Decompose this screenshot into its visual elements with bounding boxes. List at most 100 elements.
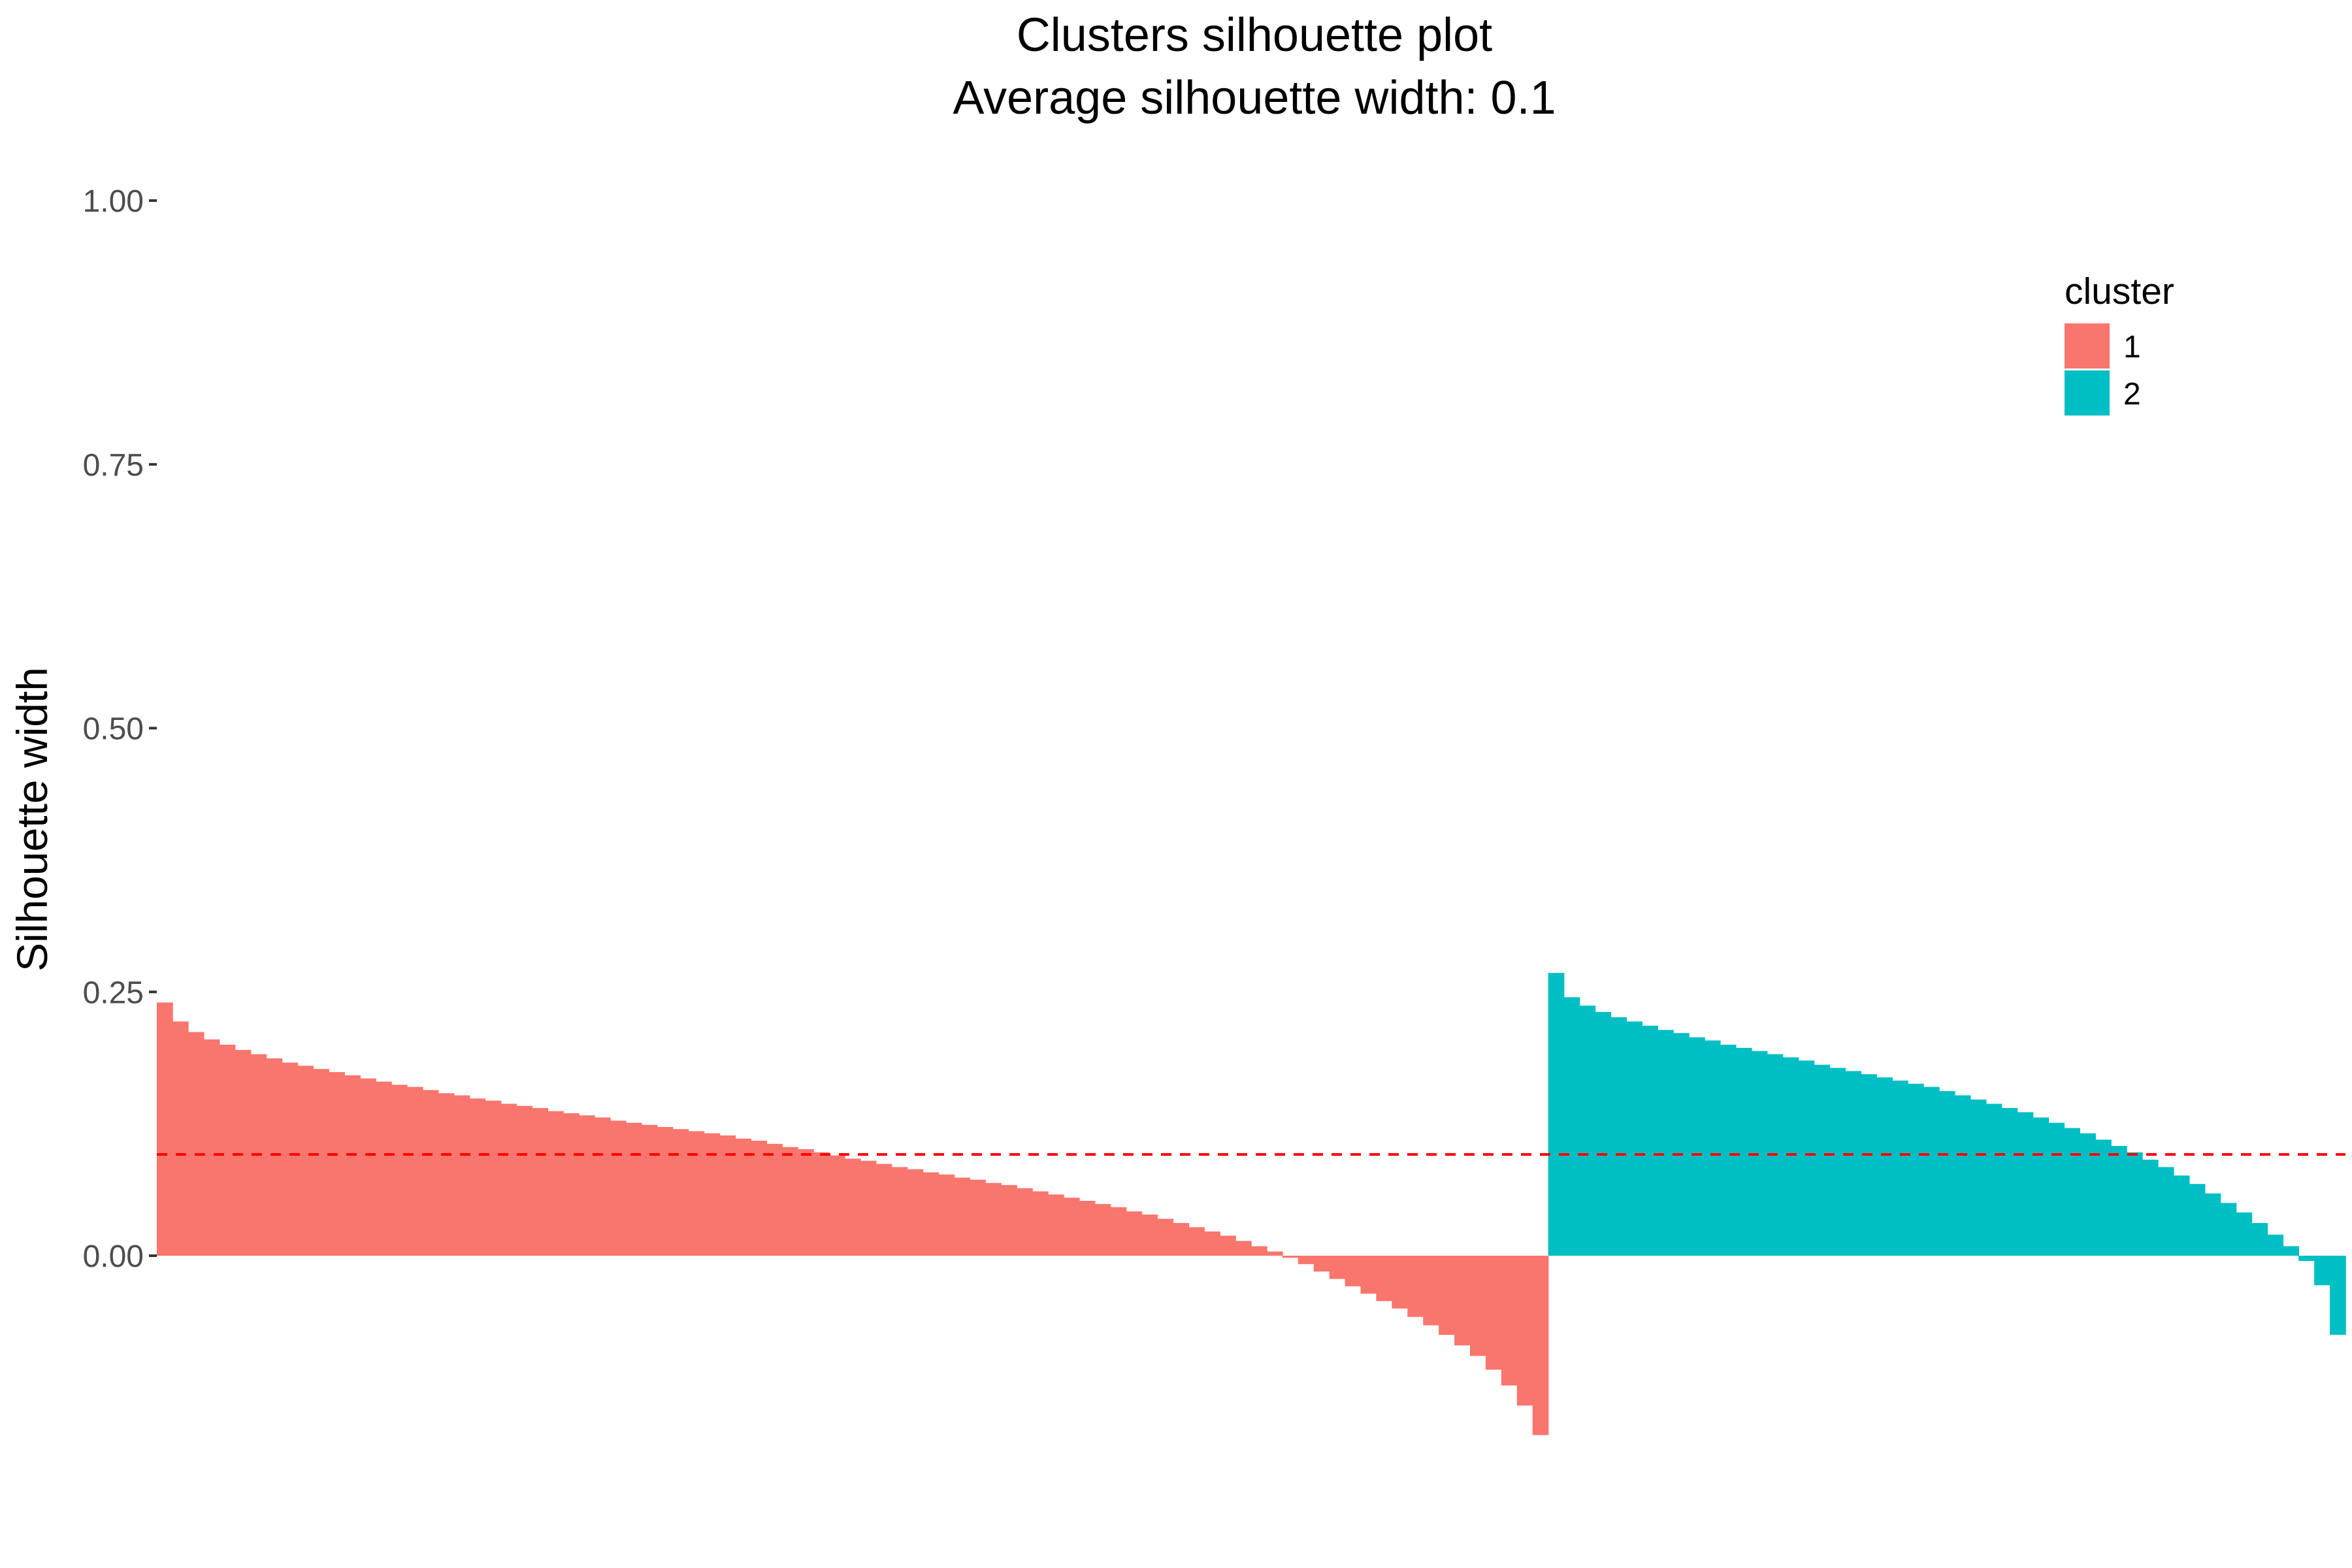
bar-cluster-1-12 xyxy=(329,1071,345,1256)
bar-cluster-1-32 xyxy=(641,1124,658,1256)
bar-cluster-1-46 xyxy=(860,1160,877,1256)
bar-cluster-1-47 xyxy=(875,1164,892,1256)
bar-cluster-1-89 xyxy=(1532,1256,1549,1435)
bar-cluster-2-31 xyxy=(2017,1112,2034,1256)
chart-subtitle: Average silhouette width: 0.1 xyxy=(953,72,1556,124)
bar-cluster-1-50 xyxy=(923,1172,939,1256)
bar-cluster-1-79 xyxy=(1376,1256,1393,1301)
bar-cluster-1-39 xyxy=(751,1140,768,1256)
bar-cluster-1-25 xyxy=(532,1107,549,1256)
bar-cluster-2-21 xyxy=(1861,1074,1877,1256)
bar-cluster-2-6 xyxy=(1626,1021,1643,1256)
bar-cluster-1-40 xyxy=(766,1143,783,1256)
bar-cluster-2-18 xyxy=(1814,1064,1831,1256)
y-tick-label-0.50: 0.50 xyxy=(83,712,144,747)
bar-cluster-2-40 xyxy=(2157,1167,2174,1256)
bar-cluster-2-4 xyxy=(1595,1011,1612,1256)
bar-cluster-1-17 xyxy=(406,1086,423,1256)
bar-cluster-2-7 xyxy=(1642,1025,1658,1256)
legend-label-cluster-1: 1 xyxy=(2123,330,2141,365)
bar-cluster-1-10 xyxy=(297,1066,314,1256)
bar-cluster-1-29 xyxy=(595,1117,611,1256)
bar-cluster-1-71 xyxy=(1251,1246,1267,1256)
bar-cluster-1-65 xyxy=(1157,1218,1174,1256)
bar-cluster-1-36 xyxy=(704,1133,721,1256)
y-axis: 0.00 0.25 0.50 0.75 1.00 xyxy=(83,184,157,1274)
bar-cluster-1-77 xyxy=(1345,1256,1362,1286)
bar-cluster-2-37 xyxy=(2111,1146,2127,1256)
bar-cluster-2-11 xyxy=(1704,1040,1721,1256)
bar-cluster-1-86 xyxy=(1485,1256,1502,1370)
bar-cluster-1-41 xyxy=(782,1147,798,1256)
bar-cluster-1-42 xyxy=(798,1149,814,1256)
bar-cluster-1-74 xyxy=(1298,1256,1315,1264)
bar-cluster-1-67 xyxy=(1188,1227,1205,1256)
bar-cluster-1-4 xyxy=(203,1039,220,1256)
bar-cluster-2-30 xyxy=(2001,1107,2018,1256)
bar-cluster-2-47 xyxy=(2267,1234,2284,1256)
bar-cluster-1-66 xyxy=(1173,1222,1190,1256)
bar-cluster-1-58 xyxy=(1047,1194,1064,1256)
bar-cluster-1-78 xyxy=(1360,1256,1377,1294)
bar-cluster-1-38 xyxy=(735,1138,752,1256)
bar-cluster-1-85 xyxy=(1470,1256,1486,1356)
bar-cluster-2-28 xyxy=(1970,1099,1987,1256)
bar-cluster-2-48 xyxy=(2283,1246,2300,1256)
bar-cluster-1-15 xyxy=(376,1081,392,1256)
y-tick-label-0.00: 0.00 xyxy=(83,1239,144,1274)
bar-cluster-1-53 xyxy=(970,1179,987,1256)
bar-cluster-1-59 xyxy=(1063,1198,1080,1256)
bar-cluster-1-5 xyxy=(219,1045,236,1256)
bar-cluster-1-82 xyxy=(1423,1256,1439,1326)
bar-cluster-2-49 xyxy=(2298,1256,2315,1262)
bar-cluster-1-19 xyxy=(438,1093,455,1256)
bar-cluster-1-23 xyxy=(500,1103,517,1256)
bar-cluster-2-42 xyxy=(2189,1184,2206,1256)
bar-cluster-1-27 xyxy=(563,1113,580,1256)
bar-cluster-2-13 xyxy=(1735,1047,1752,1256)
bar-cluster-2-19 xyxy=(1829,1068,1846,1256)
bars-layer xyxy=(157,973,2346,1435)
bar-cluster-2-46 xyxy=(2251,1222,2268,1256)
bar-cluster-2-22 xyxy=(1876,1077,1893,1256)
bar-cluster-1-63 xyxy=(1126,1211,1143,1256)
bar-cluster-2-29 xyxy=(1985,1103,2002,1256)
bar-cluster-2-5 xyxy=(1610,1017,1627,1256)
bar-cluster-2-34 xyxy=(2064,1128,2081,1256)
bar-cluster-1-3 xyxy=(188,1032,204,1256)
bar-cluster-1-55 xyxy=(1001,1184,1017,1256)
bar-cluster-1-1 xyxy=(157,1002,173,1256)
bar-cluster-1-20 xyxy=(453,1095,470,1256)
bar-cluster-1-18 xyxy=(422,1090,439,1256)
bar-cluster-1-24 xyxy=(516,1105,533,1256)
bar-cluster-2-38 xyxy=(2127,1152,2143,1256)
chart-title: Clusters silhouette plot xyxy=(1017,9,1492,61)
legend: cluster 1 2 xyxy=(2065,270,2174,416)
bar-cluster-2-9 xyxy=(1673,1033,1690,1256)
bar-cluster-2-27 xyxy=(1954,1095,1971,1256)
bar-cluster-2-45 xyxy=(2236,1212,2253,1256)
bar-cluster-1-30 xyxy=(610,1120,627,1256)
bar-cluster-2-36 xyxy=(2095,1139,2112,1256)
y-tick-label-0.75: 0.75 xyxy=(83,448,144,483)
bar-cluster-1-80 xyxy=(1392,1256,1409,1309)
legend-swatch-cluster-2 xyxy=(2065,370,2110,416)
legend-swatch-cluster-1 xyxy=(2065,323,2110,368)
bar-cluster-2-33 xyxy=(2048,1122,2065,1256)
bar-cluster-1-45 xyxy=(844,1158,861,1256)
bar-cluster-1-14 xyxy=(360,1078,376,1256)
bar-cluster-1-69 xyxy=(1220,1235,1236,1256)
y-tick-label-0.25: 0.25 xyxy=(83,975,144,1010)
bar-cluster-1-88 xyxy=(1516,1256,1533,1406)
bar-cluster-1-11 xyxy=(313,1069,330,1256)
y-axis-title: Silhouette width xyxy=(8,667,56,972)
bar-cluster-1-60 xyxy=(1079,1201,1096,1256)
bar-cluster-1-8 xyxy=(266,1058,283,1256)
bar-cluster-2-20 xyxy=(1845,1071,1862,1256)
bar-cluster-2-12 xyxy=(1720,1045,1737,1256)
bar-cluster-2-25 xyxy=(1923,1086,1940,1256)
y-tick-label-1.00: 1.00 xyxy=(83,184,144,219)
bar-cluster-2-8 xyxy=(1658,1030,1674,1256)
bar-cluster-1-31 xyxy=(625,1122,642,1256)
bar-cluster-1-22 xyxy=(485,1100,502,1256)
